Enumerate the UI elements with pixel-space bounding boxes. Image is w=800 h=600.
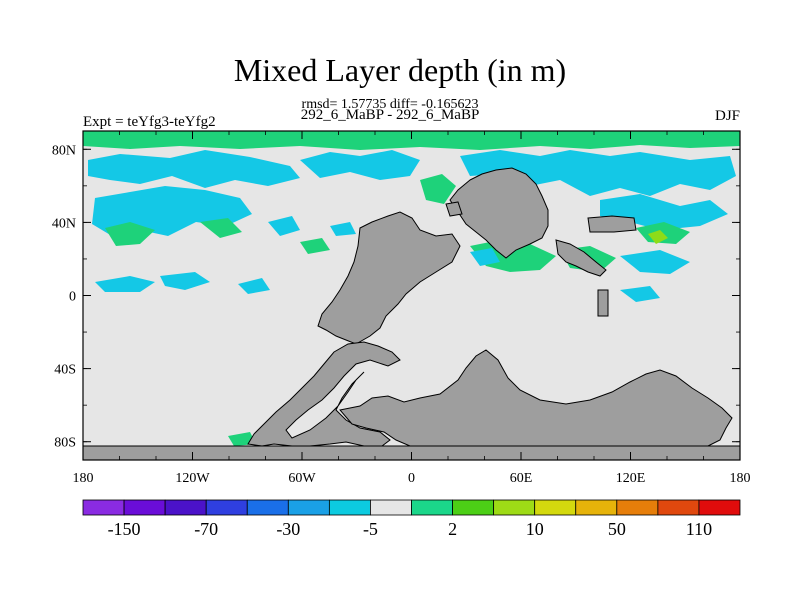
arctic-contour-band bbox=[83, 131, 740, 150]
colorbar-swatch bbox=[616, 499, 659, 516]
lon-tick-label: 180 bbox=[730, 471, 751, 486]
eurasia-green-1 bbox=[420, 174, 456, 204]
lat-tick-label: 80S bbox=[54, 436, 76, 451]
eurasian-block bbox=[449, 167, 549, 259]
north-pacific-green-2 bbox=[200, 218, 242, 238]
north-pacific-green bbox=[105, 222, 155, 246]
colorbar-swatch bbox=[246, 499, 289, 516]
tropical-pacific-cyan-3 bbox=[238, 278, 270, 294]
colorbar-swatch bbox=[370, 499, 412, 516]
tropical-green-small bbox=[300, 238, 330, 254]
colorbar-swatch bbox=[82, 499, 125, 516]
colorbar-swatch bbox=[411, 499, 453, 516]
stats-label: rmsd= 1.57735 diff= -0.165623 bbox=[301, 97, 479, 112]
lon-tick-label: 60E bbox=[510, 471, 533, 486]
east-indian-cyan bbox=[620, 250, 690, 274]
lon-tick-label: 120W bbox=[175, 471, 210, 486]
colorbar-swatch bbox=[328, 499, 371, 516]
lon-tick-label: 180 bbox=[73, 471, 94, 486]
north-pacific-cyan-small bbox=[268, 216, 300, 236]
season-label: DJF bbox=[714, 108, 740, 124]
atlantic-island bbox=[445, 201, 463, 217]
colorbar: -150 -70 -30 -5 2 10 50 110 bbox=[82, 499, 741, 539]
eurasian-east-block bbox=[555, 239, 607, 277]
lon-tick-label: 0 bbox=[408, 471, 415, 486]
north-atlantic-anomaly bbox=[300, 150, 420, 180]
colorbar-swatch bbox=[657, 499, 700, 516]
center-subtitle: 292_6_MaBP - 292_6_MaBP bbox=[300, 107, 480, 123]
colorbar-swatch bbox=[575, 499, 618, 516]
indian-ocean-green bbox=[470, 240, 556, 272]
tropical-pacific-cyan bbox=[95, 276, 155, 292]
colorbar-label: 2 bbox=[448, 519, 457, 539]
east-island-block bbox=[587, 215, 637, 233]
colorbar-swatch bbox=[123, 499, 166, 516]
colorbar-swatch bbox=[205, 499, 248, 516]
lat-tick-label: 0 bbox=[69, 290, 76, 305]
colorbar-swatch bbox=[452, 499, 495, 516]
colorbar-label: -150 bbox=[108, 519, 141, 539]
american-continent bbox=[317, 211, 461, 345]
north-pacific-anomaly bbox=[88, 150, 300, 188]
indian-ocean-cyan bbox=[470, 248, 500, 266]
colorbar-label: 10 bbox=[526, 519, 544, 539]
axis-ticks: 180 120W 60W 0 60E 120E 180 80N 40N 0 40S 80S bbox=[52, 131, 751, 486]
map-title: Mixed Layer depth (in m) bbox=[233, 52, 567, 88]
colorbar-label: 110 bbox=[686, 519, 712, 539]
west-pacific-lime bbox=[648, 230, 668, 244]
tropical-pacific-cyan-2 bbox=[160, 272, 210, 290]
colorbar-label: -5 bbox=[363, 519, 378, 539]
lat-tick-label: 80N bbox=[52, 143, 76, 158]
colorbar-label: 50 bbox=[608, 519, 626, 539]
colorbar-swatch bbox=[287, 499, 330, 516]
lon-tick-label: 120E bbox=[616, 471, 646, 486]
map-area bbox=[82, 130, 741, 461]
colorbar-swatch bbox=[698, 499, 741, 516]
lat-tick-label: 40S bbox=[54, 363, 76, 378]
colorbar-swatch bbox=[493, 499, 536, 516]
lat-tick-label: 40N bbox=[52, 216, 76, 231]
colorbar-swatch bbox=[164, 499, 207, 516]
colorbar-label: -70 bbox=[194, 519, 218, 539]
island-small bbox=[597, 289, 609, 317]
atlantic-cyan-small bbox=[330, 222, 356, 236]
lon-tick-label: 60W bbox=[288, 471, 316, 486]
tropical-cyan-small bbox=[620, 286, 660, 302]
experiment-label: Expt = teYfg3-teYfg2 bbox=[83, 114, 216, 130]
south-america-chain bbox=[247, 341, 401, 447]
colorbar-label: -30 bbox=[276, 519, 300, 539]
colorbar-swatch bbox=[534, 499, 577, 516]
